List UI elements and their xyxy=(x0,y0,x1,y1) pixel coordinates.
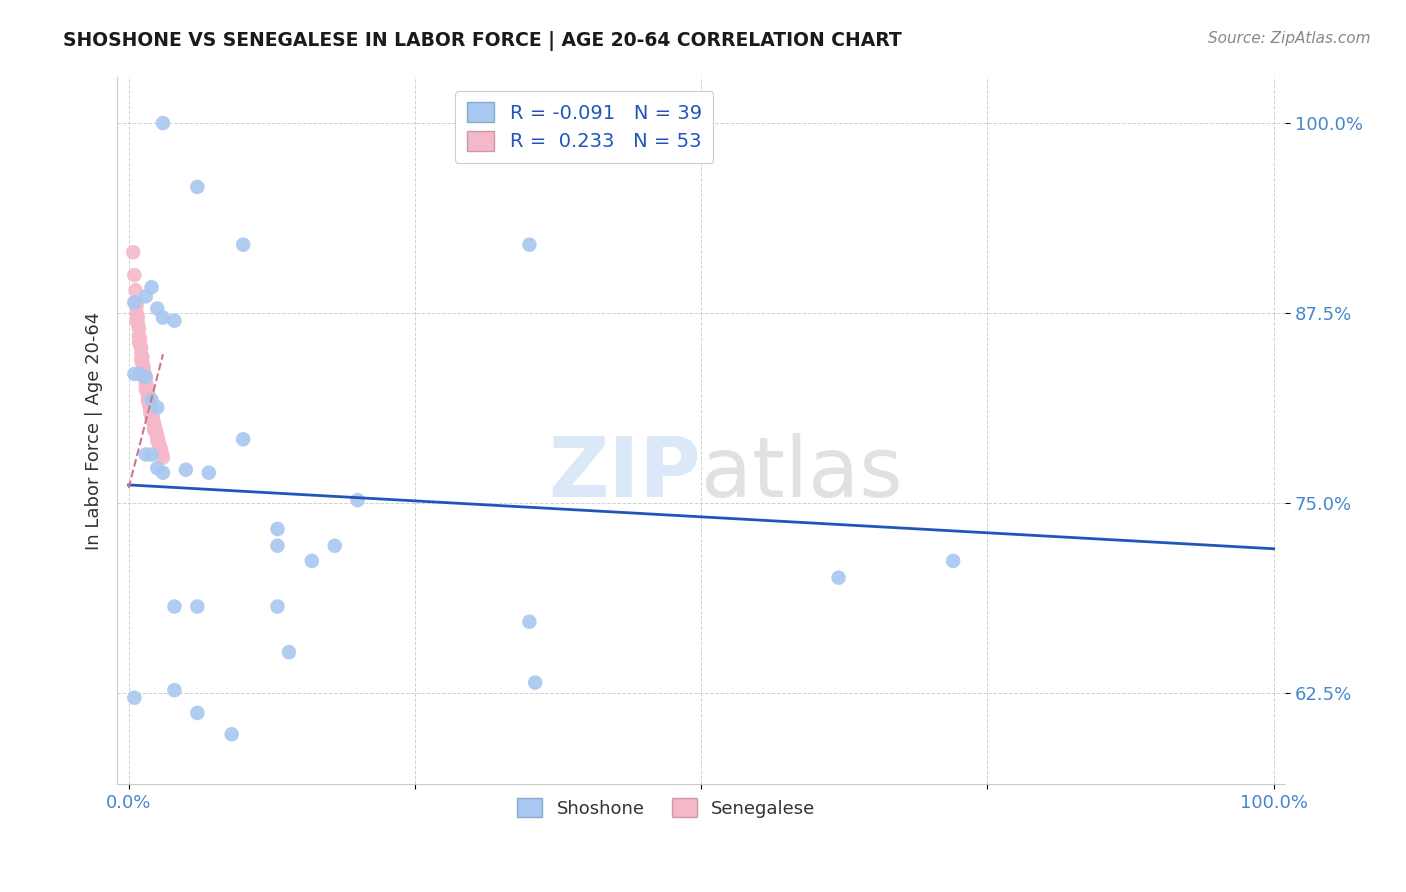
Point xyxy=(163,314,186,328)
Point xyxy=(135,289,157,303)
Point xyxy=(129,353,152,368)
Point xyxy=(136,385,159,400)
Point xyxy=(141,448,163,462)
Point xyxy=(145,425,167,439)
Point xyxy=(163,683,186,698)
Point xyxy=(142,416,165,430)
Point xyxy=(125,314,148,328)
Point xyxy=(323,539,346,553)
Point xyxy=(132,368,155,383)
Point xyxy=(135,371,157,385)
Point xyxy=(148,434,170,448)
Point xyxy=(124,283,146,297)
Point xyxy=(266,539,288,553)
Point xyxy=(152,450,174,465)
Point xyxy=(146,401,169,415)
Point xyxy=(129,341,152,355)
Point xyxy=(186,706,208,720)
Point xyxy=(138,399,160,413)
Point xyxy=(186,599,208,614)
Point xyxy=(124,690,146,705)
Point xyxy=(124,295,146,310)
Point xyxy=(301,554,323,568)
Point xyxy=(127,317,149,331)
Point xyxy=(142,409,165,424)
Point xyxy=(129,367,152,381)
Point xyxy=(134,371,156,385)
Point xyxy=(143,425,166,439)
Point xyxy=(152,116,174,130)
Text: Source: ZipAtlas.com: Source: ZipAtlas.com xyxy=(1208,31,1371,46)
Point xyxy=(198,466,221,480)
Point xyxy=(135,370,157,384)
Point xyxy=(129,338,152,352)
Point xyxy=(136,394,159,409)
Point xyxy=(139,403,162,417)
Point xyxy=(146,434,169,448)
Point xyxy=(149,442,172,456)
Point xyxy=(186,180,208,194)
Point xyxy=(148,438,170,452)
Point xyxy=(131,356,153,370)
Point xyxy=(136,391,159,405)
Text: atlas: atlas xyxy=(702,433,903,514)
Point xyxy=(142,414,165,428)
Point xyxy=(519,237,541,252)
Point xyxy=(136,385,159,400)
Point xyxy=(128,334,150,349)
Point xyxy=(132,362,155,376)
Point xyxy=(152,466,174,480)
Point xyxy=(174,463,197,477)
Point xyxy=(146,461,169,475)
Point xyxy=(135,448,157,462)
Text: ZIP: ZIP xyxy=(548,433,702,514)
Point xyxy=(143,420,166,434)
Point xyxy=(232,432,254,446)
Point xyxy=(278,645,301,659)
Point xyxy=(519,615,541,629)
Text: SHOSHONE VS SENEGALESE IN LABOR FORCE | AGE 20-64 CORRELATION CHART: SHOSHONE VS SENEGALESE IN LABOR FORCE | … xyxy=(63,31,903,51)
Point xyxy=(146,301,169,316)
Point xyxy=(152,310,174,325)
Point xyxy=(128,329,150,343)
Point xyxy=(127,310,149,325)
Y-axis label: In Labor Force | Age 20-64: In Labor Force | Age 20-64 xyxy=(86,312,103,550)
Point xyxy=(942,554,965,568)
Point xyxy=(827,571,849,585)
Point xyxy=(141,392,163,407)
Point xyxy=(134,367,156,381)
Point xyxy=(232,237,254,252)
Point xyxy=(122,245,145,260)
Point xyxy=(139,407,162,421)
Point xyxy=(124,295,146,310)
Point xyxy=(146,429,169,443)
Point xyxy=(141,405,163,419)
Point xyxy=(131,350,153,364)
Point xyxy=(266,522,288,536)
Point xyxy=(221,727,243,741)
Point xyxy=(141,280,163,294)
Point xyxy=(132,359,155,374)
Point xyxy=(139,399,162,413)
Point xyxy=(136,379,159,393)
Point xyxy=(129,347,152,361)
Point xyxy=(141,411,163,425)
Point xyxy=(125,306,148,320)
Point xyxy=(124,367,146,381)
Point xyxy=(138,392,160,407)
Point xyxy=(163,599,186,614)
Point xyxy=(124,268,146,282)
Point xyxy=(135,377,157,392)
Point xyxy=(129,332,152,346)
Point xyxy=(150,446,173,460)
Point xyxy=(128,321,150,335)
Point xyxy=(135,382,157,396)
Point xyxy=(142,422,165,436)
Point xyxy=(125,298,148,312)
Point xyxy=(266,599,288,614)
Point xyxy=(524,675,547,690)
Point xyxy=(346,493,368,508)
Legend: Shoshone, Senegalese: Shoshone, Senegalese xyxy=(509,791,823,825)
